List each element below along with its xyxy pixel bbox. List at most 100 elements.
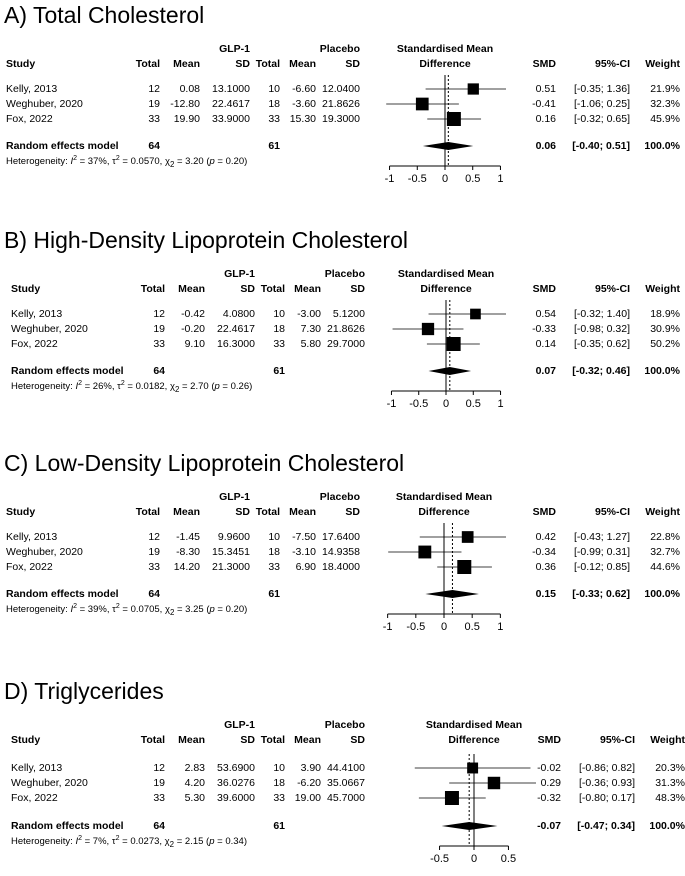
header-smd: SMD (532, 283, 556, 295)
superscript-two: 2 (73, 155, 77, 162)
pooled-label: Random effects model (11, 820, 124, 832)
mean-glp1: 9.10 (184, 338, 205, 350)
header-smd: SMD (537, 734, 561, 746)
header-glp1: GLP-1 (224, 268, 255, 280)
header-glp1: GLP-1 (219, 43, 250, 55)
study-name: Kelly, 2013 (6, 531, 58, 543)
smd-value: -0.41 (532, 98, 556, 110)
sd-placebo: 35.0667 (327, 777, 365, 789)
study-effect-box (418, 545, 432, 559)
study-effect-box (421, 322, 435, 336)
header-weight: Weight (645, 506, 680, 518)
sd-placebo: 12.0400 (322, 83, 360, 95)
mean-placebo: 6.90 (295, 561, 316, 573)
pooled-total-glp1: 64 (148, 140, 160, 152)
heterogeneity-chi-val: = 2.15 ( (174, 836, 210, 847)
heterogeneity-tau-val: = 0.0182, (124, 381, 170, 392)
total-glp1: 19 (153, 323, 165, 335)
header-total-1: Total (135, 506, 160, 518)
pooled-ci: [-0.33; 0.62] (572, 588, 630, 600)
mean-placebo: 5.80 (300, 338, 321, 350)
heterogeneity-tau: τ (112, 604, 116, 615)
sd-glp1: 16.3000 (217, 338, 255, 350)
heterogeneity-chi-sub: 2 (169, 607, 175, 617)
x-tick-label: -1 (383, 621, 393, 633)
mean-glp1: -0.42 (181, 308, 205, 320)
mean-placebo: -6.20 (297, 777, 321, 789)
mean-glp1: -8.30 (176, 546, 200, 558)
header-mean-1: Mean (178, 734, 205, 746)
smd-value: -0.33 (532, 323, 556, 335)
header-effect: Standardised Mean (396, 43, 494, 55)
sd-placebo: 21.8626 (327, 323, 365, 335)
smd-value: 0.54 (535, 308, 556, 320)
forest-plot-area: -1 -0.5 0 0.5 1 (383, 523, 506, 633)
sd-placebo: 17.6400 (322, 531, 360, 543)
heterogeneity-chi-val: = 3.25 ( (174, 604, 210, 615)
study-effect-box (467, 762, 479, 774)
heterogeneity-p: p (214, 381, 220, 392)
mean-glp1: -0.20 (181, 323, 205, 335)
header-effect-2: Difference (418, 506, 470, 518)
heterogeneity-i2: I (75, 381, 79, 392)
weight-value: 44.6% (650, 561, 680, 573)
header-ci: 95%-CI (594, 58, 630, 70)
study-name: Kelly, 2013 (6, 83, 58, 95)
sd-glp1: 13.1000 (212, 83, 250, 95)
sd-glp1: 9.9600 (217, 531, 250, 543)
sd-placebo: 14.9358 (322, 546, 360, 558)
heterogeneity-chi-sub: 2 (169, 159, 175, 169)
sd-glp1: 36.0276 (217, 777, 255, 789)
header-mean-2: Mean (294, 734, 321, 746)
heterogeneity-chi-val: = 3.20 ( (174, 156, 210, 167)
sd-glp1: 15.3451 (212, 546, 250, 558)
mean-glp1: -1.45 (176, 531, 200, 543)
header-sd-1: SD (235, 58, 250, 70)
x-tick-label: -0.5 (409, 398, 428, 410)
study-effect-box (444, 791, 459, 805)
header-ci: 95%-CI (599, 734, 635, 746)
x-tick-label: 1 (497, 173, 503, 185)
header-total-2: Total (260, 283, 285, 295)
heterogeneity-tau-val: = 0.0570, (119, 156, 165, 167)
total-glp1: 33 (148, 113, 160, 125)
pooled-ci: [-0.32; 0.46] (572, 365, 630, 377)
heterogeneity-line: Heterogeneity: I2 = 37%, τ2 = 0.0570, χ2… (6, 153, 247, 171)
x-tick-label: -0.5 (406, 621, 425, 633)
ci-value: [-0.35; 1.36] (573, 83, 630, 95)
mean-glp1: 4.20 (184, 777, 205, 789)
header-smd: SMD (532, 58, 556, 70)
header-total-2: Total (255, 58, 280, 70)
smd-value: 0.14 (535, 338, 556, 350)
total-glp1: 12 (153, 762, 165, 774)
header-total-2: Total (260, 734, 285, 746)
smd-value: 0.51 (535, 83, 556, 95)
weight-value: 32.3% (650, 98, 680, 110)
header-glp1: GLP-1 (219, 491, 250, 503)
weight-value: 22.8% (650, 531, 680, 543)
header-effect-2: Difference (420, 283, 472, 295)
x-tick-label: -0.5 (430, 853, 449, 865)
header-placebo: Placebo (319, 491, 360, 503)
total-glp1: 19 (148, 98, 160, 110)
superscript-two: 2 (120, 380, 125, 387)
x-tick-label: 0.5 (465, 173, 480, 185)
sd-placebo: 5.1200 (332, 308, 365, 320)
pooled-diamond (422, 142, 474, 150)
heterogeneity-line: Heterogeneity: I2 = 26%, τ2 = 0.0182, χ2… (11, 378, 252, 396)
heterogeneity-i2-val: = 26%, (81, 381, 118, 392)
sd-placebo: 21.8626 (322, 98, 360, 110)
pooled-diamond (441, 822, 498, 830)
study-name: Fox, 2022 (11, 792, 58, 804)
smd-value: 0.36 (535, 561, 556, 573)
study-name: Weghuber, 2020 (6, 546, 83, 558)
ci-value: [-0.32; 1.40] (573, 308, 630, 320)
heterogeneity-prefix: Heterogeneity: (6, 604, 71, 615)
superscript-two: 2 (115, 603, 120, 610)
header-sd-1: SD (240, 283, 255, 295)
weight-value: 48.3% (655, 792, 685, 804)
heterogeneity-p: p (209, 156, 215, 167)
header-mean-2: Mean (294, 283, 321, 295)
x-tick-label: 1 (497, 621, 503, 633)
total-placebo: 18 (273, 777, 285, 789)
